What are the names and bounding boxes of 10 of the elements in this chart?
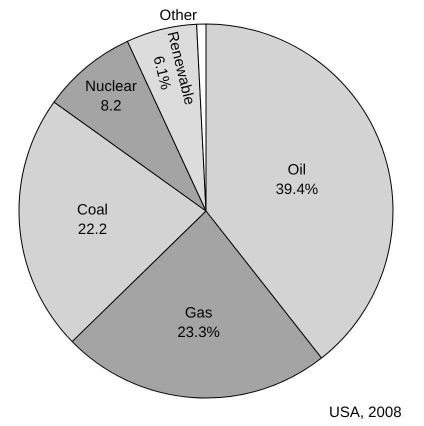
slice-label: Oil — [288, 161, 306, 178]
slice-label: Gas — [184, 304, 212, 322]
slice-label: Other — [160, 7, 198, 24]
data-label: 39.4% — [276, 180, 318, 198]
data-label: 23.3% — [177, 324, 220, 342]
data-label: 22.2 — [78, 220, 108, 238]
slice-label: Coal — [77, 201, 108, 218]
text: USA, 2008 — [329, 404, 402, 421]
slice-label: Nuclear — [85, 78, 137, 95]
data-label: 8.2 — [100, 97, 122, 114]
